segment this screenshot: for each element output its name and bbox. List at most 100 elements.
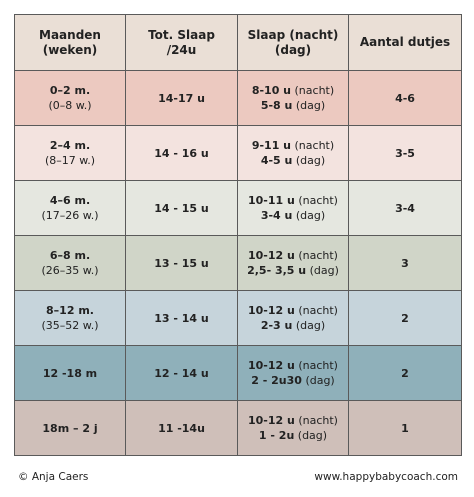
header-line: Maanden (39, 27, 101, 42)
table-cell: 10-11 u (nacht) 3-4 u (dag) (237, 180, 349, 236)
bold-text: 10-12 u (248, 414, 295, 427)
bold-text: 3-4 (395, 201, 415, 215)
table-cell: 2 (348, 345, 462, 401)
table-cell: 3-5 (348, 125, 462, 181)
plain-text: (nacht) (294, 139, 335, 152)
table-row: 4–6 m. (17–26 w.) 14 - 15 u 10-11 u (nacht)… (14, 180, 462, 236)
cell-line: 4–6 m. (15, 193, 125, 208)
copyright: © Anja Caers (18, 471, 89, 483)
cell-line: 4-5 u (dag) (238, 153, 348, 168)
plain-text: (dag) (295, 319, 326, 332)
bold-text: 2-3 u (260, 319, 293, 332)
bold-text: 3 (401, 256, 409, 270)
plain-text: (0–8 w.) (48, 99, 92, 112)
plain-text: (17–26 w.) (41, 209, 99, 222)
cell-line: 2 (349, 311, 461, 326)
table-body: Maanden (weken) Tot. Slaap/24u Slaap (nacht… (14, 14, 462, 456)
table-cell: 12 -18 m (14, 345, 126, 401)
bold-text: 14-17 u (158, 91, 205, 105)
bold-text: 6–8 m. (49, 249, 91, 262)
table-cell: 1 (348, 400, 462, 456)
cell-line: 9-11 u (nacht) (238, 138, 348, 153)
table-cell: 0–2 m. (0–8 w.) (14, 70, 126, 126)
table-row: 8–12 m. (35–52 w.) 13 - 14 u 10-12 u (nacht… (14, 290, 462, 346)
header-cell: Aantal dutjes (348, 14, 462, 71)
bold-text: 12 -18 m (42, 366, 98, 380)
sleep-table: Maanden (weken) Tot. Slaap/24u Slaap (nacht… (14, 14, 462, 456)
bold-text: 14 - 15 u (154, 201, 209, 215)
bold-text: 12 - 14 u (154, 366, 209, 380)
table-cell: 8–12 m. (35–52 w.) (14, 290, 126, 346)
table-cell: 10-12 u (nacht) 2,5- 3,5 u (dag) (237, 235, 349, 291)
cell-line: 1 - 2u (dag) (238, 428, 348, 443)
cell-line: 10-12 u (nacht) (238, 248, 348, 263)
bold-text: 2 - 2u30 (251, 374, 302, 387)
bold-text: 18m – 2 j (42, 421, 98, 435)
header-row: Maanden (weken) Tot. Slaap/24u Slaap (nacht… (14, 14, 462, 71)
bold-text: 2 (401, 366, 409, 380)
cell-line: 8-10 u (nacht) (238, 83, 348, 98)
plain-text: (8–17 w.) (44, 154, 96, 167)
table-cell: 2 (348, 290, 462, 346)
cell-line: (0–8 w.) (15, 98, 125, 113)
table-cell: 11 -14u (125, 400, 238, 456)
plain-text: (dag) (295, 154, 326, 167)
cell-line: (35–52 w.) (15, 318, 125, 333)
table-cell: 6–8 m. (26–35 w.) (14, 235, 126, 291)
cell-line: 12 - 14 u (126, 366, 237, 381)
cell-line: 3-4 (349, 201, 461, 216)
table-cell: 4–6 m. (17–26 w.) (14, 180, 126, 236)
plain-text: (dag) (295, 209, 326, 222)
header-line: /24u (166, 42, 197, 57)
cell-line: (26–35 w.) (15, 263, 125, 278)
plain-text: (35–52 w.) (41, 319, 99, 332)
cell-line: 10-12 u (nacht) (238, 358, 348, 373)
cell-line: 3 (349, 256, 461, 271)
cell-line: 2-3 u (dag) (238, 318, 348, 333)
plain-text: (dag) (305, 374, 335, 387)
bold-text: 8-10 u (251, 84, 292, 97)
plain-text: (nacht) (298, 249, 338, 262)
cell-line: 10-12 u (nacht) (238, 303, 348, 318)
bold-text: 4-6 (395, 91, 415, 105)
bold-text: 5-8 u (260, 99, 293, 112)
table-cell: 18m – 2 j (14, 400, 126, 456)
table-cell: 13 - 14 u (125, 290, 238, 346)
bold-text: 4-5 u (260, 154, 293, 167)
bold-text: 3-5 (395, 146, 415, 160)
cell-line: 3-5 (349, 146, 461, 161)
cell-line: 11 -14u (126, 421, 237, 436)
plain-text: (nacht) (298, 414, 338, 427)
cell-line: 14-17 u (126, 91, 237, 106)
table-cell: 10-12 u (nacht) 2 - 2u30 (dag) (237, 345, 349, 401)
table-cell: 14 - 15 u (125, 180, 238, 236)
plain-text: (nacht) (294, 84, 335, 97)
cell-line: (17–26 w.) (15, 208, 125, 223)
header-line: Tot. Slaap (148, 27, 215, 42)
header-line: Slaap (nacht) (247, 27, 339, 42)
cell-line: 5-8 u (dag) (238, 98, 348, 113)
bold-text: 13 - 15 u (154, 256, 209, 270)
table-cell: 10-12 u (nacht) 2-3 u (dag) (237, 290, 349, 346)
bold-text: 13 - 14 u (154, 311, 209, 325)
table-cell: 12 - 14 u (125, 345, 238, 401)
table-row: 18m – 2 j 11 -14u 10-12 u (nacht) 1 - 2u (d… (14, 400, 462, 456)
plain-text: (nacht) (298, 359, 338, 372)
bold-text: 0–2 m. (49, 84, 91, 97)
bold-text: 14 - 16 u (154, 146, 209, 160)
bold-text: 2,5- 3,5 u (247, 264, 307, 277)
table-cell: 2–4 m. (8–17 w.) (14, 125, 126, 181)
cell-line: 2 (349, 366, 461, 381)
cell-line: 13 - 15 u (126, 256, 237, 271)
bold-text: 10-12 u (248, 249, 295, 262)
cell-line: 14 - 16 u (126, 146, 237, 161)
cell-line: 1 (349, 421, 461, 436)
bold-text: 2–4 m. (49, 139, 91, 152)
cell-line: 10-11 u (nacht) (238, 193, 348, 208)
cell-line: 10-12 u (nacht) (238, 413, 348, 428)
table-cell: 13 - 15 u (125, 235, 238, 291)
table-row: 0–2 m. (0–8 w.) 14-17 u 8-10 u (nacht) 5-8 u… (14, 70, 462, 126)
bold-text: 11 -14u (158, 421, 205, 435)
cell-line: 12 -18 m (15, 366, 125, 381)
table-cell: 14-17 u (125, 70, 238, 126)
